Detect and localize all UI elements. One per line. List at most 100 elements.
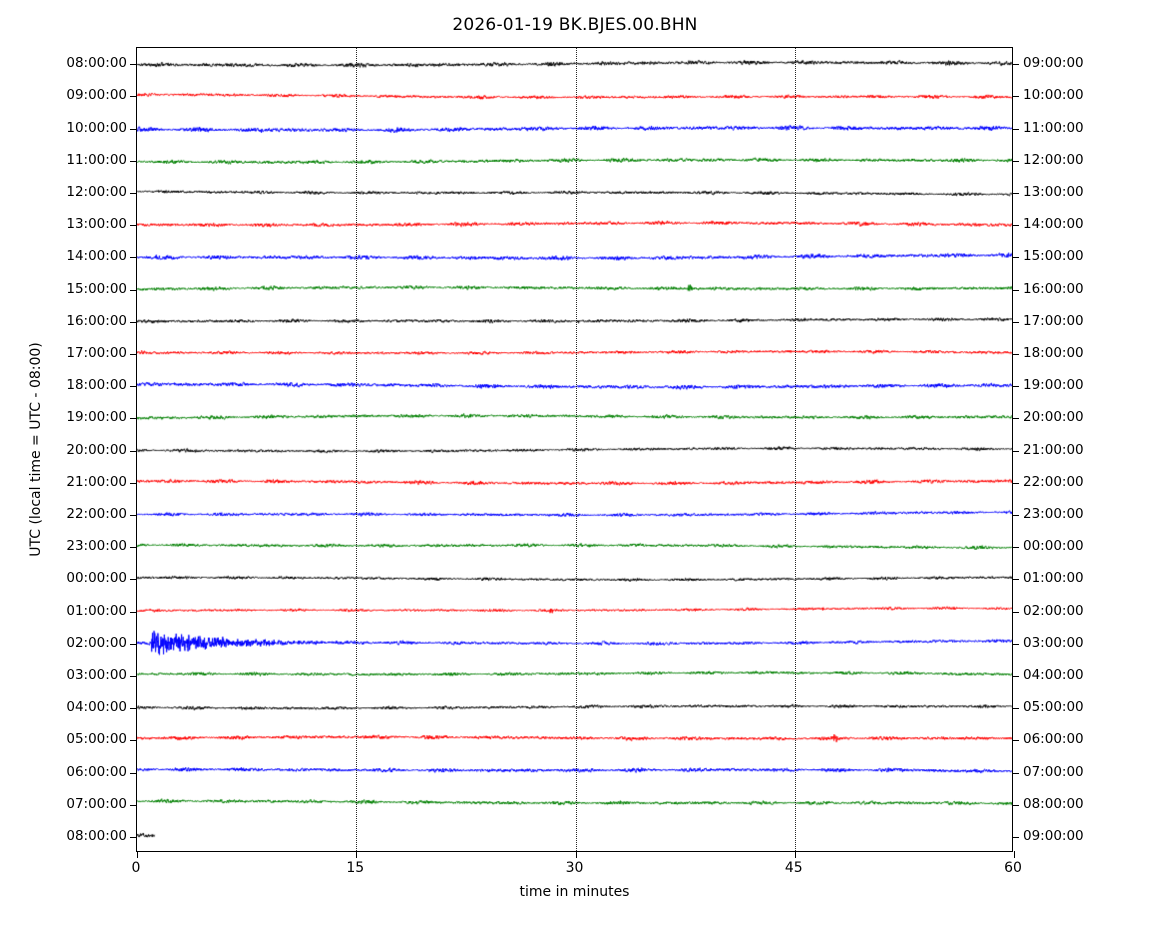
y-axis-left-tick: [130, 643, 137, 645]
y-axis-left-label: 11:00:00: [66, 151, 127, 168]
y-axis-right-label: 03:00:00: [1023, 634, 1084, 651]
y-axis-left-label: 07:00:00: [66, 795, 127, 812]
y-axis-right-label: 15:00:00: [1023, 248, 1084, 265]
y-axis-right-label: 12:00:00: [1023, 151, 1084, 168]
y-axis-left-label: 03:00:00: [66, 666, 127, 683]
x-axis-tick-label: 45: [784, 860, 803, 876]
y-axis-left-tick: [130, 257, 137, 259]
y-axis-right-label: 04:00:00: [1023, 666, 1084, 683]
y-axis-left-label: 22:00:00: [66, 505, 127, 522]
y-axis-left-tick: [130, 611, 137, 613]
y-axis-left-tick: [130, 64, 137, 66]
page-title: 2026-01-19 BK.BJES.00.BHN: [452, 15, 698, 35]
y-axis-right-tick: [1012, 547, 1019, 549]
y-axis-right-label: 08:00:00: [1023, 795, 1084, 812]
y-axis-right-label: 22:00:00: [1023, 473, 1084, 490]
y-axis-left-tick: [130, 321, 137, 323]
y-axis-left-tick: [130, 96, 137, 98]
y-axis-left-label: 02:00:00: [66, 634, 127, 651]
y-axis-right-label: 09:00:00: [1023, 55, 1084, 72]
y-axis-left-label: 08:00:00: [66, 55, 127, 72]
y-axis-right-label: 20:00:00: [1023, 409, 1084, 426]
y-axis-left-tick: [130, 225, 137, 227]
y-axis-left-tick: [130, 675, 137, 677]
y-axis-right-tick: [1012, 450, 1019, 452]
y-axis-right-label: 19:00:00: [1023, 377, 1084, 394]
y-axis-right-tick: [1012, 225, 1019, 227]
x-axis-tick: [794, 851, 796, 858]
y-axis-left-label: 01:00:00: [66, 602, 127, 619]
y-axis-right-tick: [1012, 192, 1019, 194]
y-axis-right-label: 23:00:00: [1023, 505, 1084, 522]
y-axis-left-label: 08:00:00: [66, 827, 127, 844]
y-axis-title: UTC (local time = UTC - 08:00): [28, 342, 44, 557]
y-axis-right-label: 00:00:00: [1023, 538, 1084, 555]
y-axis-right-tick: [1012, 257, 1019, 259]
y-axis-right-tick: [1012, 482, 1019, 484]
y-axis-right-label: 07:00:00: [1023, 763, 1084, 780]
y-axis-right-tick: [1012, 64, 1019, 66]
y-axis-right-tick: [1012, 643, 1019, 645]
y-axis-right-tick: [1012, 160, 1019, 162]
y-axis-left-label: 06:00:00: [66, 763, 127, 780]
y-axis-left-tick: [130, 289, 137, 291]
y-axis-right-tick: [1012, 836, 1019, 838]
y-axis-right-label: 02:00:00: [1023, 602, 1084, 619]
y-axis-left-label: 04:00:00: [66, 699, 127, 716]
y-axis-right-label: 14:00:00: [1023, 216, 1084, 233]
y-axis-left-tick: [130, 547, 137, 549]
y-axis-right-label: 09:00:00: [1023, 827, 1084, 844]
y-axis-right-tick: [1012, 386, 1019, 388]
y-axis-left-label: 05:00:00: [66, 731, 127, 748]
y-axis-right-tick: [1012, 289, 1019, 291]
y-axis-right-tick: [1012, 804, 1019, 806]
y-axis-right-tick: [1012, 611, 1019, 613]
y-axis-right-tick: [1012, 708, 1019, 710]
x-axis-tick: [356, 851, 358, 858]
y-axis-left-tick: [130, 514, 137, 516]
y-axis-right-tick: [1012, 96, 1019, 98]
x-axis-tick-label: 60: [1004, 860, 1022, 876]
y-axis-right-tick: [1012, 353, 1019, 355]
y-axis-left-label: 17:00:00: [66, 344, 127, 361]
y-axis-left-label: 20:00:00: [66, 441, 127, 458]
vertical-gridline: [794, 48, 796, 851]
y-axis-right-tick: [1012, 418, 1019, 420]
y-axis-left-tick: [130, 386, 137, 388]
y-axis-left-tick: [130, 708, 137, 710]
y-axis-right-tick: [1012, 772, 1019, 774]
y-axis-right-tick: [1012, 740, 1019, 742]
y-axis-right-tick: [1012, 514, 1019, 516]
y-axis-right-label: 13:00:00: [1023, 183, 1084, 200]
y-axis-left-tick: [130, 353, 137, 355]
y-axis-right-label: 05:00:00: [1023, 699, 1084, 716]
seismogram-traces-canvas: [137, 48, 1012, 851]
y-axis-left-tick: [130, 450, 137, 452]
vertical-gridline: [356, 48, 358, 851]
y-axis-left-label: 19:00:00: [66, 409, 127, 426]
y-axis-right-tick: [1012, 579, 1019, 581]
y-axis-left-label: 14:00:00: [66, 248, 127, 265]
y-axis-right-label: 18:00:00: [1023, 344, 1084, 361]
y-axis-left-label: 18:00:00: [66, 377, 127, 394]
y-axis-right-label: 17:00:00: [1023, 312, 1084, 329]
y-axis-left-label: 00:00:00: [66, 570, 127, 587]
y-axis-right-label: 10:00:00: [1023, 87, 1084, 104]
y-axis-left-tick: [130, 128, 137, 130]
x-axis-tick: [1014, 851, 1015, 858]
x-axis-title: time in minutes: [519, 884, 630, 900]
y-axis-left-tick: [130, 804, 137, 806]
y-axis-left-tick: [130, 740, 137, 742]
y-axis-left-tick: [130, 418, 137, 420]
y-axis-right-tick: [1012, 321, 1019, 323]
y-axis-left-label: 16:00:00: [66, 312, 127, 329]
y-axis-left-label: 09:00:00: [66, 87, 127, 104]
y-axis-left-label: 13:00:00: [66, 216, 127, 233]
vertical-gridline: [575, 48, 577, 851]
y-axis-left-label: 21:00:00: [66, 473, 127, 490]
y-axis-left-tick: [130, 772, 137, 774]
x-axis-tick: [137, 851, 138, 858]
y-axis-left-label: 15:00:00: [66, 280, 127, 297]
x-axis-tick-label: 30: [565, 860, 584, 876]
